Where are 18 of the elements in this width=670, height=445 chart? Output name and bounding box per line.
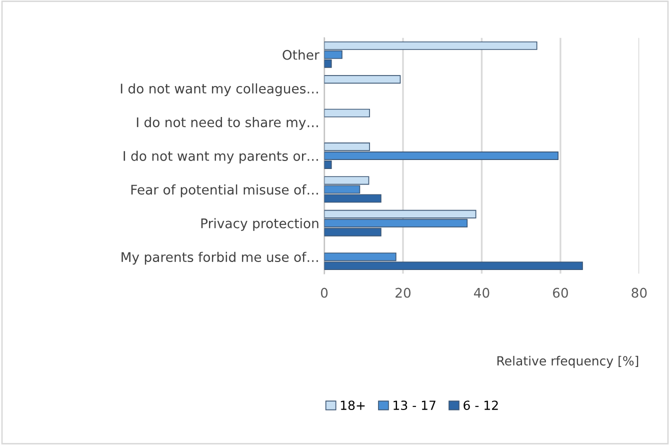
- x-axis-title: Relative rfequency [%]: [497, 356, 638, 368]
- y-tick-label: Other: [282, 50, 320, 60]
- bar: [324, 75, 401, 84]
- y-tick-label: My parents forbid me use of…: [122, 252, 318, 265]
- y-tick-label: Privacy protection: [201, 218, 318, 231]
- legend-label: 6 - 12: [464, 400, 498, 410]
- x-tick-label: 40: [474, 288, 490, 298]
- legend-label: 18+: [340, 400, 365, 410]
- bar: [324, 108, 370, 118]
- x-tick-label: 20: [396, 288, 411, 298]
- legend-label: 13 - 17: [394, 400, 436, 410]
- y-tick-label: I do not want my colleagues…: [120, 83, 318, 96]
- x-tick-label: 0: [320, 288, 328, 298]
- x-tick-label: 80: [632, 288, 647, 298]
- y-tick-label: Fear of potential misuse of…: [131, 184, 318, 198]
- y-tick-label: I do not need to share my…: [136, 117, 318, 130]
- x-tick-label: 60: [552, 288, 568, 298]
- y-tick-label: I do not want my parents or…: [124, 150, 318, 164]
